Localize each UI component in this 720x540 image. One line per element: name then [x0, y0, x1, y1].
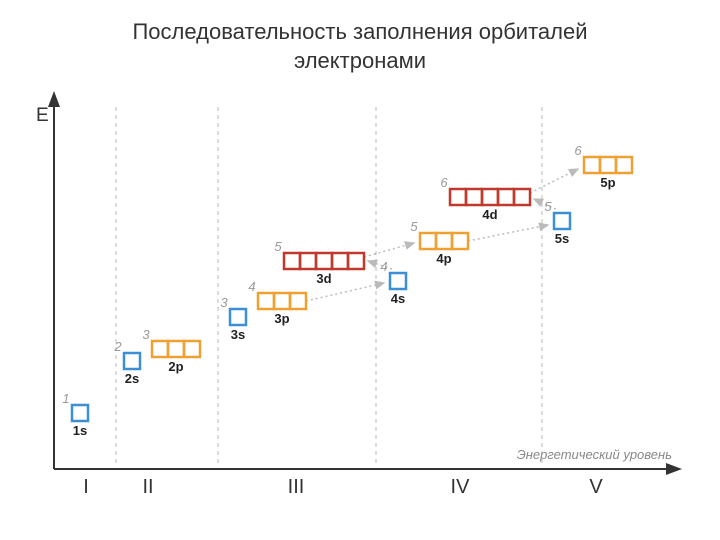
orbital-label: 5s: [555, 231, 569, 246]
orbital-label: 4p: [436, 251, 451, 266]
sequence-number: 4: [248, 279, 255, 294]
orbital-box: [124, 353, 140, 369]
orbital-box: [600, 157, 616, 173]
sequence-number: 5: [544, 199, 552, 214]
orbital-box: [348, 253, 364, 269]
orbital-box: [554, 213, 570, 229]
orbital-label: 2s: [125, 371, 139, 386]
orbital-diagram: EЭнергетический уровеньIIIIIIIVV1s12s22p…: [30, 85, 690, 505]
column-label: I: [83, 476, 89, 498]
sequence-arrow: [468, 225, 548, 241]
column-label: V: [589, 476, 603, 498]
title-line-1: Последовательность заполнения орбиталей: [132, 19, 587, 44]
orbital-box: [300, 253, 316, 269]
orbital-box: [390, 273, 406, 289]
orbital-label: 3s: [231, 327, 245, 342]
sequence-number: 6: [574, 143, 582, 158]
orbital-box: [152, 341, 168, 357]
orbital-diagram-svg: EЭнергетический уровеньIIIIIIIVV1s12s22p…: [30, 85, 690, 505]
orbital-box: [332, 253, 348, 269]
x-axis-label: Энергетический уровень: [517, 447, 672, 462]
orbital-label: 4d: [482, 207, 497, 222]
orbital-box: [420, 233, 436, 249]
orbital-label: 3d: [316, 271, 331, 286]
orbital-box: [316, 253, 332, 269]
sequence-number: 4: [380, 259, 387, 274]
sequence-number: 5: [274, 239, 282, 254]
column-label: II: [142, 476, 153, 498]
orbital-box: [466, 189, 482, 205]
orbital-box: [72, 405, 88, 421]
column-label: III: [288, 476, 305, 498]
sequence-number: 3: [220, 295, 228, 310]
orbital-label: 4s: [391, 291, 405, 306]
orbital-box: [436, 233, 452, 249]
orbital-box: [184, 341, 200, 357]
orbital-label: 5p: [600, 175, 615, 190]
orbital-label: 2p: [168, 359, 183, 374]
orbital-box: [290, 293, 306, 309]
title-line-2: электронами: [294, 48, 426, 73]
orbital-box: [584, 157, 600, 173]
sequence-number: 2: [113, 339, 122, 354]
orbital-box: [230, 309, 246, 325]
sequence-arrow: [530, 169, 578, 193]
orbital-box: [450, 189, 466, 205]
orbital-box: [168, 341, 184, 357]
sequence-number: 5: [410, 219, 418, 234]
orbital-box: [498, 189, 514, 205]
orbital-box: [258, 293, 274, 309]
orbital-box: [514, 189, 530, 205]
orbital-box: [452, 233, 468, 249]
column-label: IV: [451, 476, 471, 498]
sequence-arrow: [364, 243, 414, 257]
y-axis-label: E: [36, 105, 49, 126]
orbital-box: [274, 293, 290, 309]
sequence-number: 6: [440, 175, 448, 190]
page-title: Последовательность заполнения орбиталей …: [0, 0, 720, 75]
orbital-box: [284, 253, 300, 269]
orbital-box: [482, 189, 498, 205]
orbital-box: [616, 157, 632, 173]
sequence-number: 3: [142, 327, 150, 342]
orbital-label: 1s: [73, 423, 87, 438]
sequence-number: 1: [62, 391, 69, 406]
orbital-label: 3p: [274, 311, 289, 326]
